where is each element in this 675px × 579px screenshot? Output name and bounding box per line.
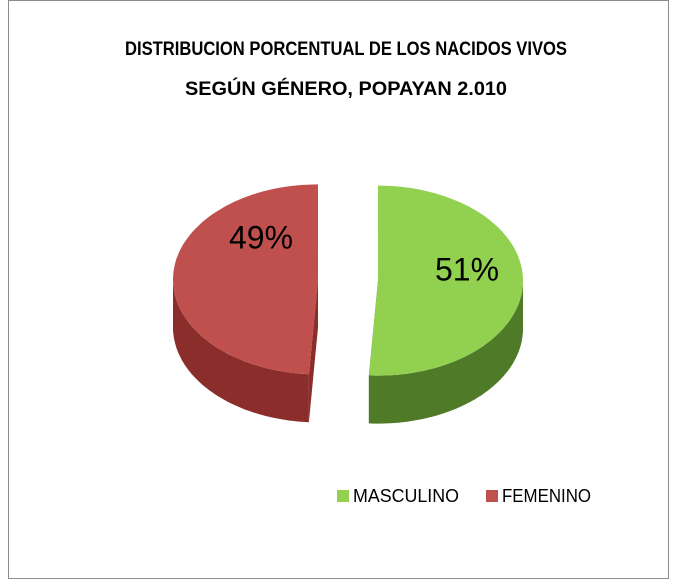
slice [368, 185, 523, 376]
legend-label: MASCULINO [353, 486, 459, 506]
legend-swatch [337, 490, 349, 502]
legend-label: FEMENINO [502, 486, 591, 506]
slice-side [173, 279, 309, 423]
chart-border [8, 0, 669, 579]
legend-swatch [486, 490, 498, 502]
chart-title: DISTRIBUCION PORCENTUAL DE LOS NACIDOS V… [125, 39, 567, 60]
chart-title: SEGÚN GÉNERO, POPAYAN 2.010 [185, 78, 507, 100]
data-label: 49% [229, 219, 293, 255]
slice [173, 184, 319, 375]
slice-cut [308, 279, 319, 423]
data-label: 51% [435, 251, 499, 287]
slice-side [368, 280, 523, 424]
